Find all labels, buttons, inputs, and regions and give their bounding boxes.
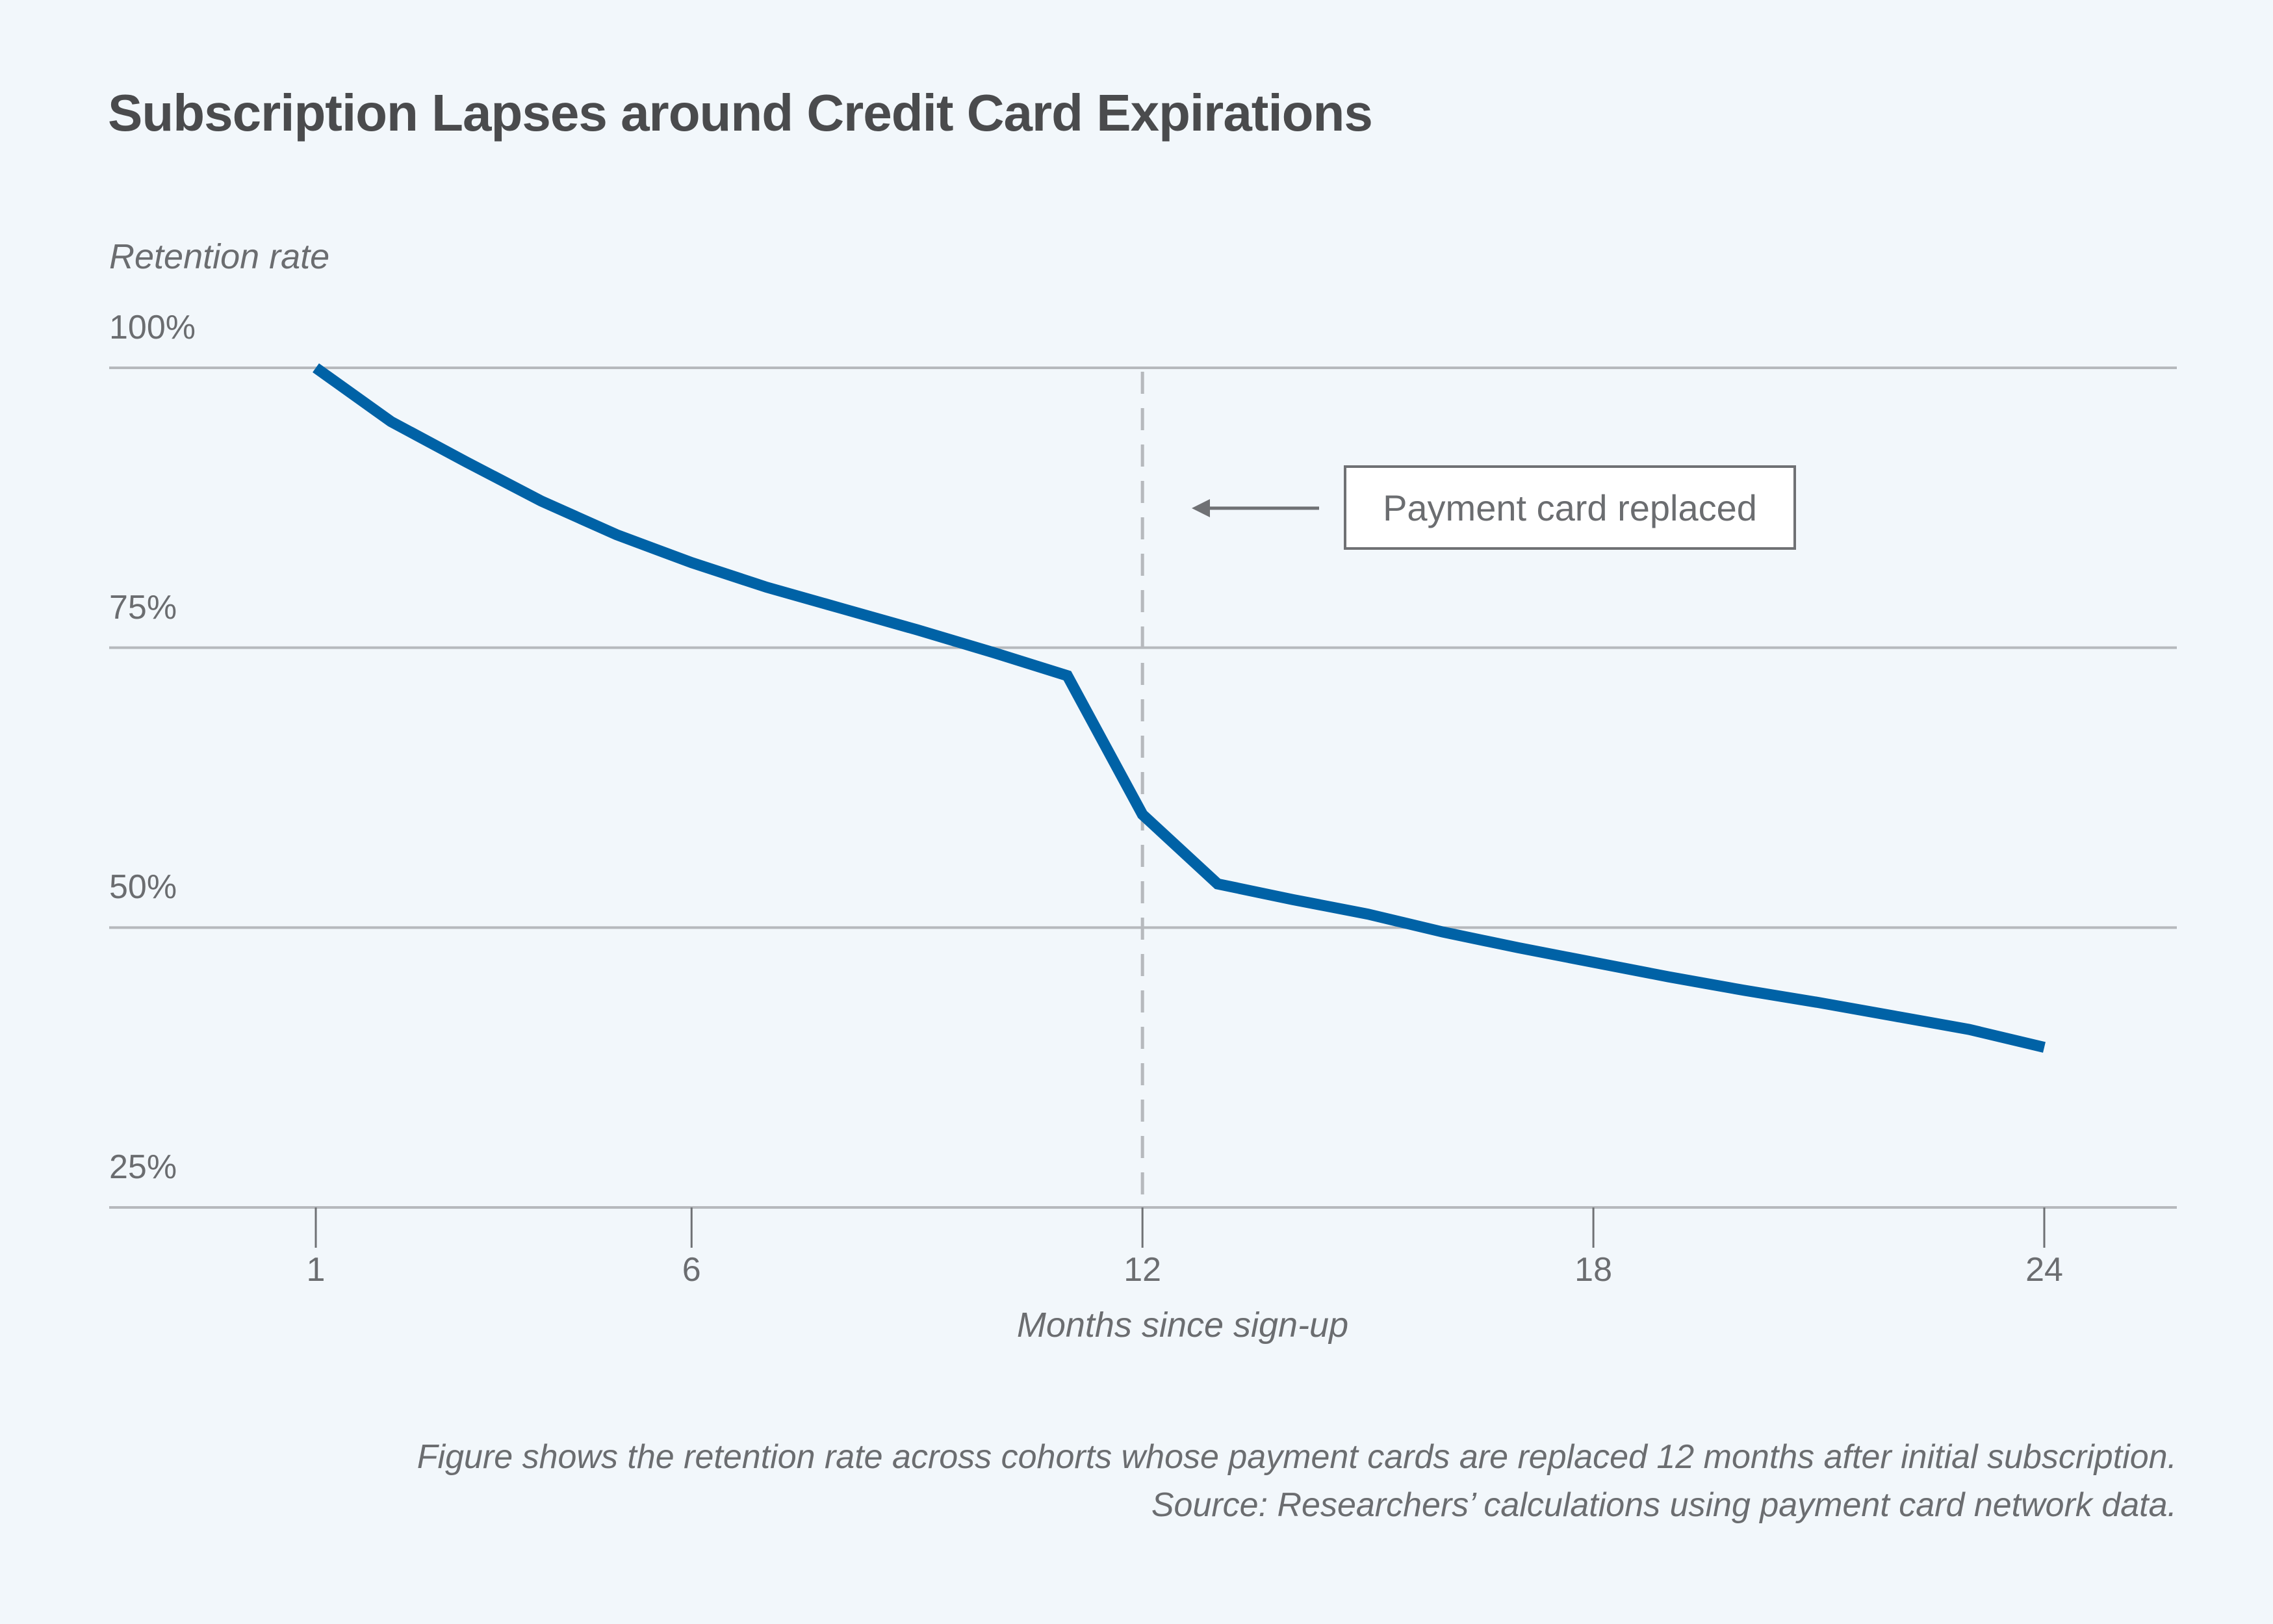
x-tick-label: 1 xyxy=(306,1251,326,1289)
y-axis-label: Retention rate xyxy=(109,237,330,276)
x-tick-label: 18 xyxy=(1574,1251,1612,1289)
series-line-retention-rate xyxy=(313,363,2046,1053)
y-tick-label: 50% xyxy=(109,868,177,907)
annotation-arrow xyxy=(1192,499,1319,517)
source-note: Source: Researchers’ calculations using … xyxy=(1151,1486,2177,1524)
y-tick-label: 100% xyxy=(109,309,196,346)
figure-note: Figure shows the retention rate across c… xyxy=(417,1438,2177,1476)
x-tick-label: 12 xyxy=(1124,1251,1162,1289)
x-axis-label: Months since sign-up xyxy=(1016,1306,1349,1345)
x-tick-label: 6 xyxy=(682,1251,701,1289)
chart-title: Subscription Lapses around Credit Card E… xyxy=(108,84,1373,142)
annotation-payment-card-replaced: Payment card replaced xyxy=(1344,465,1796,550)
arrow-left-icon xyxy=(1192,499,1210,517)
y-tick-label: 25% xyxy=(109,1148,177,1186)
y-tick-label: 75% xyxy=(109,588,177,626)
x-tick-label: 24 xyxy=(2025,1251,2063,1289)
